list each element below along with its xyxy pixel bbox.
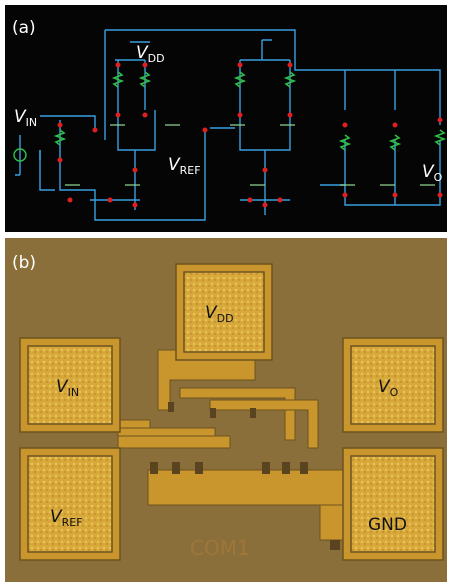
panel-b: COM1 (b) VDD VIN VO VREF GND bbox=[5, 238, 447, 582]
figure: (a) VDD VIN VREF VO bbox=[0, 0, 455, 585]
pad-label: GND bbox=[368, 515, 407, 535]
label-part: IN bbox=[26, 116, 37, 129]
label-part: O bbox=[390, 386, 399, 399]
label-part: REF bbox=[62, 516, 83, 529]
panel-label: (b) bbox=[12, 253, 36, 273]
panel-label: (a) bbox=[12, 18, 36, 38]
label-part: IN bbox=[68, 386, 79, 399]
label-part: DD bbox=[217, 312, 234, 325]
label-part: O bbox=[434, 171, 443, 184]
chip-marking: COM1 bbox=[190, 536, 250, 560]
panel-a: (a) VDD VIN VREF VO bbox=[5, 5, 447, 232]
label-part: DD bbox=[148, 52, 165, 65]
label-part: REF bbox=[180, 164, 201, 177]
